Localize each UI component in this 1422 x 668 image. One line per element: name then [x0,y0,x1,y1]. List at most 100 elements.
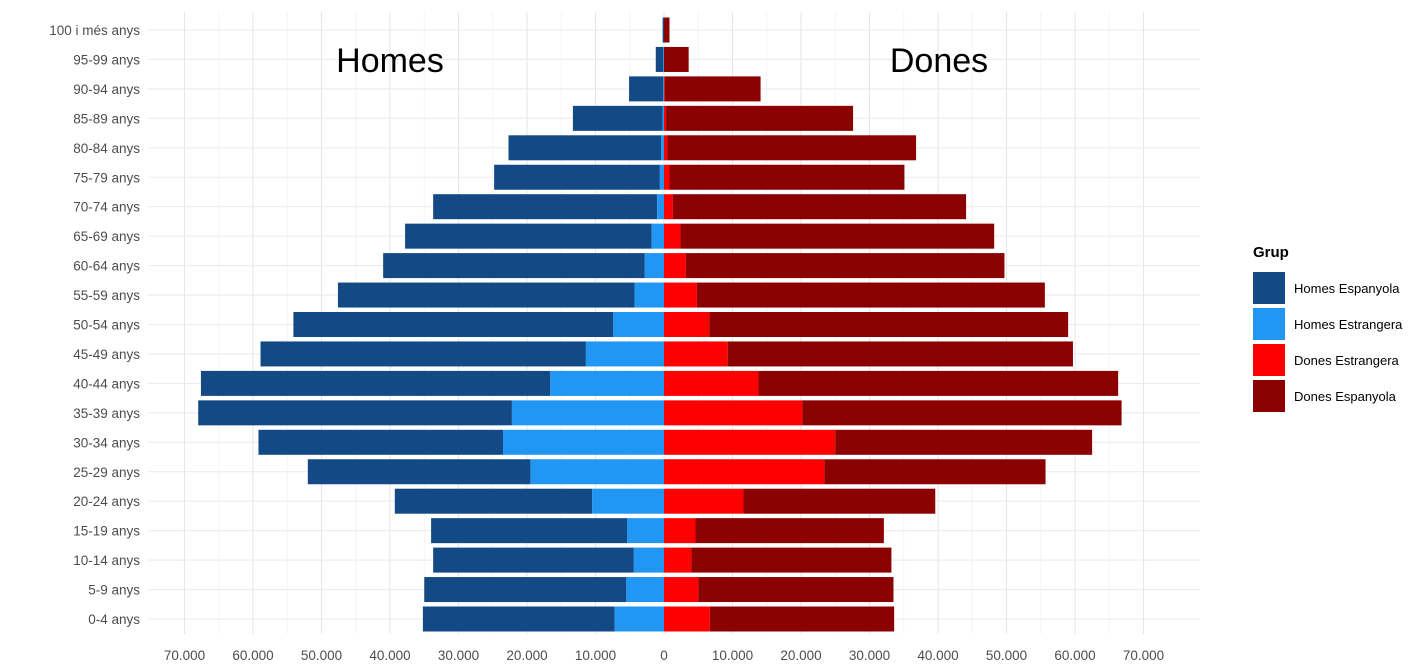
legend-key-1 [1253,308,1285,340]
bar-homes-espanyola-6 [258,429,504,455]
y-tick-label-18: 90-94 anys [73,82,140,97]
bar-dones-espanyola-3 [695,518,884,544]
legend-label-3: Dones Espanyola [1294,389,1397,404]
bar-dones-espanyola-19 [664,46,689,72]
bar-dones-espanyola-12 [685,253,1005,279]
bar-homes-estrangera-15 [659,164,664,190]
bar-dones-estrangera-5 [664,459,825,485]
bar-dones-espanyola-1 [698,577,894,603]
legend: Grup Homes Espanyola Homes Estrangera Done… [1253,244,1403,412]
bar-dones-estrangera-2 [664,547,692,573]
y-tick-label-11: 55-59 anys [73,288,140,303]
bar-homes-estrangera-1 [626,577,664,603]
bar-dones-estrangera-1 [664,577,699,603]
x-tick-label-11: 40.000 [917,648,958,663]
bar-dones-espanyola-4 [743,488,936,514]
bar-homes-espanyola-5 [307,459,531,485]
bar-homes-espanyola-18 [629,76,664,102]
bar-dones-estrangera-10 [664,312,710,337]
bar-homes-espanyola-8 [200,370,551,396]
bar-dones-estrangera-6 [664,429,836,455]
bar-dones-espanyola-15 [669,164,905,190]
y-tick-label-14: 70-74 anys [73,200,140,215]
legend-key-3 [1253,380,1285,412]
bar-dones-espanyola-6 [835,429,1093,455]
bar-homes-espanyola-1 [424,577,627,603]
x-tick-label-7: 0 [660,648,668,663]
y-tick-label-4: 20-24 anys [73,494,140,509]
y-tick-label-0: 0-4 anys [88,612,140,627]
bar-homes-espanyola-14 [433,194,658,220]
bar-homes-estrangera-5 [530,459,664,485]
legend-key-0 [1253,272,1285,304]
x-tick-label-1: 60.000 [232,648,273,663]
bar-dones-estrangera-0 [664,606,710,632]
y-tick-label-17: 85-89 anys [73,111,140,126]
bar-homes-espanyola-3 [431,518,628,544]
bar-dones-espanyola-13 [680,223,995,249]
y-tick-label-19: 95-99 anys [73,52,140,67]
y-tick-label-9: 45-49 anys [73,347,140,362]
bar-homes-espanyola-20 [662,17,664,43]
bar-dones-estrangera-18 [664,76,665,102]
bar-dones-espanyola-5 [824,459,1046,485]
x-tick-label-3: 40.000 [369,648,410,663]
bar-dones-estrangera-4 [664,488,744,514]
bar-homes-estrangera-9 [585,341,664,367]
bar-homes-estrangera-17 [662,105,664,131]
bar-homes-estrangera-18 [663,76,664,102]
bars-group [198,17,1122,632]
bar-homes-estrangera-13 [651,223,664,249]
x-tick-label-14: 70.000 [1123,648,1164,663]
y-tick-label-2: 10-14 anys [73,553,140,568]
y-tick-label-12: 60-64 anys [73,259,140,274]
bar-homes-espanyola-0 [422,606,615,632]
bar-homes-espanyola-4 [394,488,593,514]
bar-homes-espanyola-7 [198,400,512,426]
bar-homes-estrangera-19 [663,46,664,72]
x-tick-label-2: 50.000 [301,648,342,663]
bar-homes-espanyola-10 [293,312,614,337]
bar-dones-espanyola-11 [696,282,1045,308]
annotation-homes: Homes [336,42,444,80]
y-tick-label-13: 65-69 anys [73,229,140,244]
x-tick-label-8: 10.000 [712,648,753,663]
bar-dones-estrangera-8 [664,370,759,396]
bar-homes-estrangera-8 [550,370,664,396]
bar-dones-espanyola-8 [758,370,1119,396]
bar-homes-estrangera-4 [592,488,664,514]
bar-homes-estrangera-10 [613,312,664,337]
y-tick-label-16: 80-84 anys [73,141,140,156]
y-axis-labels: 0-4 anys 5-9 anys 10-14 anys 15-19 anys 20-2… [49,23,140,627]
bar-homes-estrangera-3 [627,518,664,544]
x-tick-label-10: 30.000 [849,648,890,663]
bar-homes-espanyola-16 [508,135,662,161]
bar-dones-estrangera-3 [664,518,696,544]
bar-homes-estrangera-0 [614,606,664,632]
bar-dones-estrangera-17 [664,105,667,131]
bar-dones-espanyola-18 [664,76,761,102]
bar-homes-estrangera-11 [634,282,664,308]
bar-dones-estrangera-13 [664,223,681,249]
x-tick-label-12: 50.000 [986,648,1027,663]
bar-homes-estrangera-7 [511,400,664,426]
bar-dones-espanyola-10 [709,312,1069,337]
bar-homes-espanyola-2 [433,547,634,573]
y-tick-label-15: 75-79 anys [73,170,140,185]
bar-dones-estrangera-14 [664,194,673,220]
bar-dones-espanyola-0 [709,606,895,632]
y-tick-label-7: 35-39 anys [73,406,140,421]
legend-key-2 [1253,344,1285,376]
legend-label-0: Homes Espanyola [1294,281,1400,296]
x-tick-label-13: 60.000 [1054,648,1095,663]
y-tick-label-20: 100 i més anys [49,23,140,38]
bar-homes-espanyola-9 [260,341,586,367]
legend-label-1: Homes Estrangera [1294,317,1403,332]
bar-homes-estrangera-14 [657,194,664,220]
y-tick-label-1: 5-9 anys [88,583,140,598]
bar-dones-estrangera-16 [664,135,668,161]
bar-homes-espanyola-19 [655,46,664,72]
bar-homes-estrangera-6 [503,429,664,455]
legend-title: Grup [1253,244,1289,261]
